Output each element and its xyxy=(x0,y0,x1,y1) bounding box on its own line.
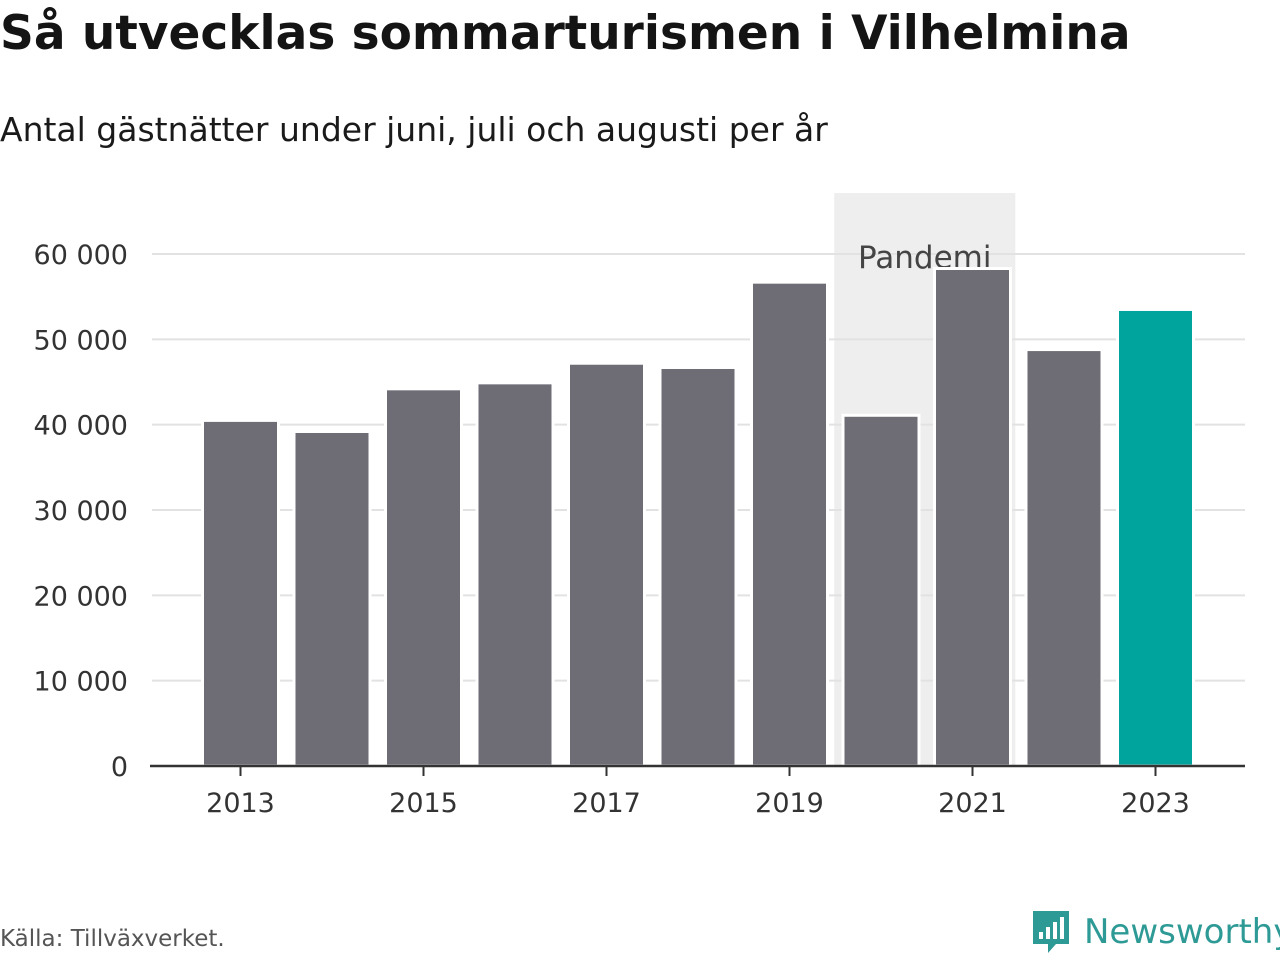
y-tick-label: 50 000 xyxy=(34,325,128,356)
bar xyxy=(1024,348,1104,768)
y-tick-label: 10 000 xyxy=(34,667,128,698)
x-tick-label: 2013 xyxy=(206,788,275,819)
y-tick-label: 60 000 xyxy=(34,240,128,271)
bar xyxy=(475,381,555,768)
chart-title: Så utvecklas sommarturismen i Vilhelmina xyxy=(0,6,1131,61)
bar xyxy=(658,365,738,768)
bar xyxy=(292,429,372,768)
bar xyxy=(384,387,463,768)
bar xyxy=(1116,307,1195,768)
x-tick-label: 2017 xyxy=(572,788,641,819)
bar xyxy=(567,361,646,768)
brand-logo[interactable]: Newsworthy xyxy=(1030,908,1280,956)
brand-name: Newsworthy xyxy=(1084,912,1280,952)
y-tick-label: 20 000 xyxy=(34,581,128,612)
x-tick-label: 2015 xyxy=(389,788,458,819)
bar xyxy=(750,280,829,768)
x-tick-label: 2019 xyxy=(755,788,824,819)
x-tick-label: 2023 xyxy=(1121,788,1190,819)
y-tick-label: 0 xyxy=(111,752,128,783)
y-tick-label: 30 000 xyxy=(34,496,128,527)
bar xyxy=(201,418,280,768)
y-tick-label: 40 000 xyxy=(34,411,128,442)
bar xyxy=(933,267,1012,768)
chart-subtitle: Antal gästnätter under juni, juli och au… xyxy=(0,110,828,149)
source-note: Källa: Tillväxverket. xyxy=(0,926,225,952)
newsworthy-logo-icon xyxy=(1033,911,1069,953)
x-tick-label: 2021 xyxy=(938,788,1007,819)
bar xyxy=(841,413,921,768)
